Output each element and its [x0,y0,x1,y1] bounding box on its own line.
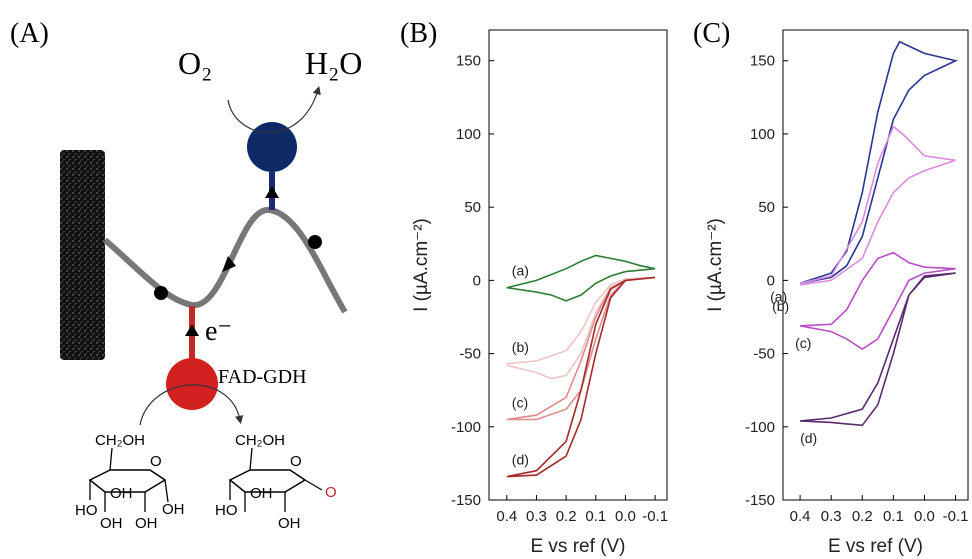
x-tick-label: 0.1 [585,508,606,525]
y-tick-label: -100 [745,419,775,436]
x-tick-label: 0.3 [821,508,842,525]
y-tick-label: -50 [753,346,775,363]
chem-label: HO [75,502,98,519]
y-tick-label: 100 [750,126,775,143]
y-tick-label: 0 [767,272,775,289]
y-tick-label: 150 [750,53,775,70]
chem-label: OH [162,501,185,518]
y-tick-label: 50 [758,199,775,216]
y-axis-label: I (µA.cm⁻²) [411,218,432,312]
x-tick-label: 0.0 [914,508,935,525]
x-tick-label: 0.3 [526,508,547,525]
x-tick-label: 0.0 [615,508,636,525]
arrow-head [185,324,199,336]
chem-label: HO [215,502,238,519]
chem-label: CH₂OH [235,432,285,449]
chem-label: O [290,453,302,470]
arrow-head [265,186,279,198]
plot-frame [782,29,969,501]
curve-label: (a) [770,288,787,304]
x-tick-label: 0.2 [556,508,577,525]
chem-label: CH₂OH [95,432,145,449]
x-tick-label: 0.2 [852,508,873,525]
x-axis-label: E vs ref (V) [828,536,923,557]
cv-curve [506,254,656,302]
x-tick-label: -0.1 [943,508,969,525]
chem-label: OH [250,485,273,502]
curve-label: (b) [772,298,789,314]
cv-curve [800,272,956,427]
bonds [89,447,169,512]
chem-label: OH [110,485,133,502]
enzyme-label: FAD-GDH [218,366,307,388]
cv-curve [799,125,956,286]
chem-label: OH [100,515,123,532]
bilirubin-oxidase [247,122,297,172]
chem-label: OH [135,515,158,532]
bonds [229,447,323,512]
carbonyl-o: O [325,484,337,501]
panel-a: (A) O₂ H₂O e⁻ FAD-GDH CH₂OH O OH OH OH H… [10,18,362,532]
arrow-head [222,256,236,272]
polymer-wire [103,206,348,314]
fad-gdh [166,358,218,410]
electrode [60,150,105,360]
y-tick-label: 100 [456,126,481,143]
x-tick-label: 0.4 [496,508,517,525]
cv-curve [799,251,956,351]
electron: e⁻ [205,316,232,347]
y-tick-label: -150 [745,492,775,509]
cv-curve [506,276,656,421]
redox-site [308,235,322,249]
y-tick-label: -50 [459,346,481,363]
curve-label: (c) [795,335,811,351]
cv-curve [799,40,959,285]
y-tick-label: -150 [451,492,481,509]
redox-site [154,286,168,300]
y-tick-label: 50 [464,199,481,216]
x-axis-label: E vs ref (V) [530,536,625,557]
cv-curve [506,276,656,380]
panel-label: (A) [10,18,49,49]
curve-label: (d) [512,452,529,468]
x-tick-label: 0.1 [883,508,904,525]
y-tick-label: 150 [456,53,481,70]
panel-label: (C) [693,18,730,49]
curve-label: (c) [512,394,528,410]
curve-label: (b) [512,339,529,355]
chem-label: OH [278,515,301,532]
chem-label: O [150,453,162,470]
curve-label: (a) [512,263,529,279]
water: H₂O [305,45,362,81]
x-tick-label: 0.4 [790,508,811,525]
reaction-arrow [227,85,321,134]
y-tick-label: 0 [473,272,481,289]
reaction-arrow [139,384,244,426]
panel-label: (B) [400,18,437,49]
curve-label: (d) [800,430,817,446]
x-tick-label: -0.1 [642,508,668,525]
plot-frame [488,29,668,501]
y-axis-label: I (µA.cm⁻²) [705,218,726,312]
oxygen: O₂ [178,45,212,81]
y-tick-label: -100 [451,419,481,436]
cv-curve [506,276,656,478]
